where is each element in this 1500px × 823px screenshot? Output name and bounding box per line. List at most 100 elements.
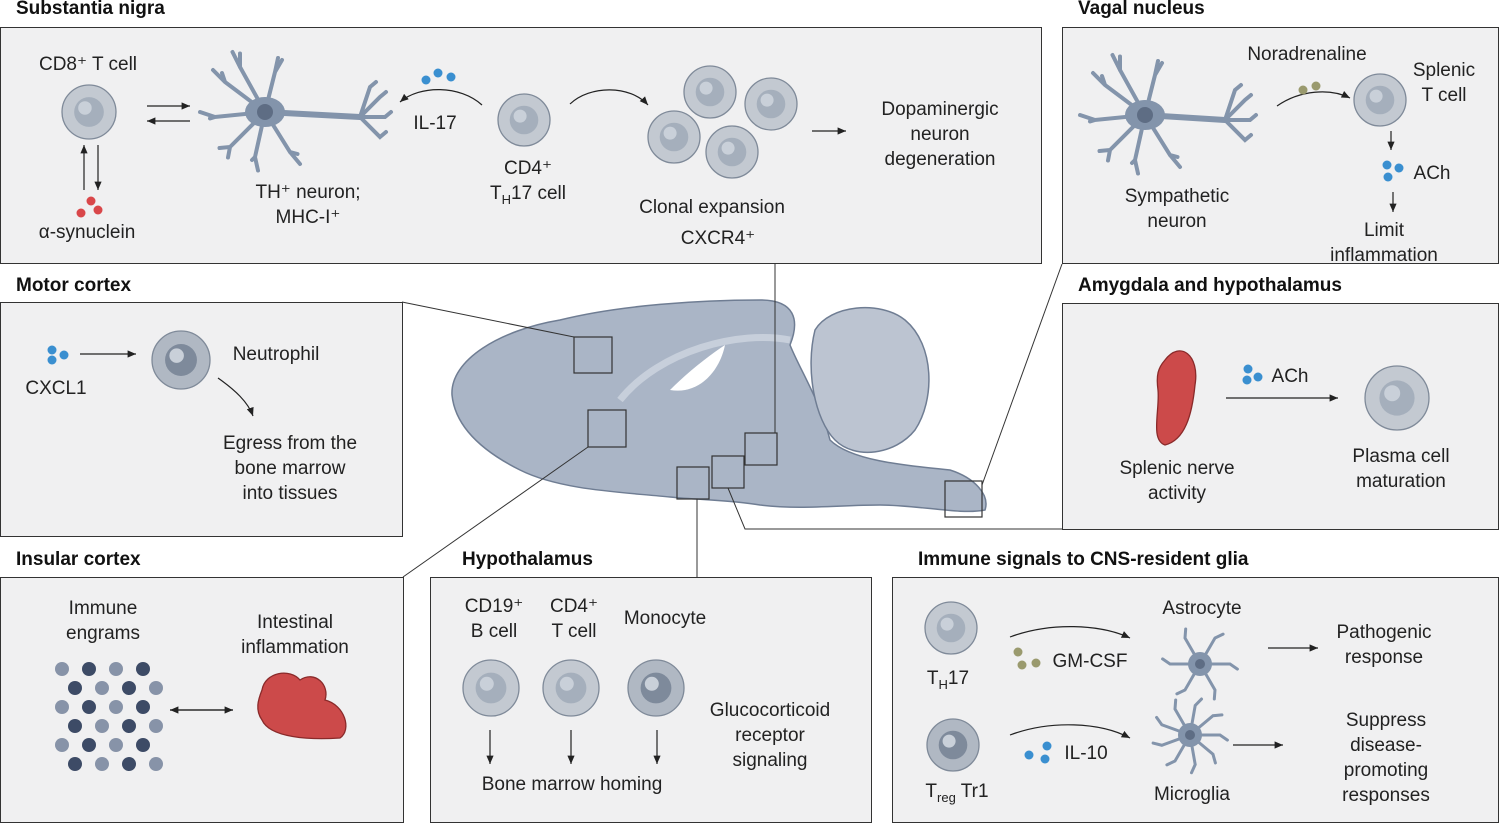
ventricle — [670, 345, 725, 391]
ach-molecule — [1253, 372, 1263, 382]
region-box-sn — [744, 432, 778, 466]
clonal-cell-highlight — [760, 93, 774, 107]
ach-molecule — [1383, 172, 1393, 182]
label-alpha-synuclein: α-synuclein — [38, 222, 136, 243]
engram-neuron-dot — [136, 700, 150, 714]
arrows — [80, 89, 1397, 764]
label-cxcl1: CXCL1 — [25, 378, 87, 399]
label-immune-engrams: Immune engrams — [66, 598, 140, 644]
il17-molecule — [446, 72, 456, 82]
treg-cell-highlight — [942, 734, 956, 748]
noradrenaline-molecule — [1298, 85, 1308, 95]
engram-neuron-dot — [82, 700, 96, 714]
ach-molecule — [1243, 364, 1253, 374]
cxcl1-molecule — [47, 355, 57, 365]
engram-neuron-dot — [136, 738, 150, 752]
t-cell-highlight — [559, 676, 574, 691]
alpha-synuclein-molecule — [76, 208, 86, 218]
label-neutrophil: Neutrophil — [232, 344, 320, 365]
label-monocyte: Monocyte — [623, 608, 707, 629]
panel-glia — [892, 577, 1499, 823]
axon-terminal — [358, 90, 388, 119]
engram-neuron-dot — [95, 681, 109, 695]
axon-terminal — [358, 80, 378, 119]
monocyte-highlight — [644, 676, 659, 691]
label-cd4: CD4⁺ — [503, 158, 553, 179]
label-cd4-t-cell: CD4⁺ T cell — [549, 596, 599, 642]
engram-neuron-dot — [95, 757, 109, 771]
th-neuron-icon — [198, 50, 393, 173]
label-pathogenic-response: Pathogenic response — [1336, 622, 1432, 668]
label-intestinal-inflammation: Intestinal inflammation — [241, 612, 349, 658]
label-th-neuron: TH⁺ neuron; MHC-I⁺ — [255, 182, 361, 228]
label-ach: ACh — [1413, 163, 1451, 184]
engram-neuron-dot — [109, 700, 123, 714]
axon-terminal — [358, 110, 393, 119]
th17-cell — [924, 601, 978, 655]
dendrite — [230, 50, 267, 114]
ach-molecule — [1242, 375, 1252, 385]
ach-molecule — [1382, 160, 1392, 170]
t-cell — [542, 659, 600, 717]
glia-nucleus — [1195, 659, 1205, 669]
engram-neuron-dot — [68, 681, 82, 695]
axon-terminal — [1223, 113, 1258, 122]
il10-molecule — [1024, 750, 1034, 760]
sympathetic-neuron-icon — [1078, 53, 1258, 176]
splenic-t-cell-highlight — [1369, 89, 1383, 103]
title-hypothalamus: Hypothalamus — [462, 549, 593, 570]
astrocyte-icon — [1161, 627, 1239, 701]
region-box-hypothalamus — [676, 466, 710, 500]
engram-neuron-dot — [82, 738, 96, 752]
label-limit-inflammation: Limit inflammation — [1330, 220, 1438, 266]
engram-neuron-dot — [122, 681, 136, 695]
label-sympathetic-neuron: Sympathetic neuron — [1124, 186, 1230, 232]
plasma-cell-highlight — [1384, 385, 1401, 402]
noradrenaline-molecule — [1311, 81, 1321, 91]
axon-terminal — [1223, 93, 1253, 122]
title-motor-cortex: Motor cortex — [16, 275, 132, 296]
engram-neuron-dot — [149, 681, 163, 695]
label-th17: TH17 — [926, 668, 970, 692]
alpha-synuclein-molecule — [86, 196, 96, 206]
neuron-nucleus — [257, 104, 273, 120]
label-il17: IL-17 — [413, 113, 457, 134]
microglia-icon — [1151, 697, 1229, 775]
clonal-cell-highlight — [699, 81, 713, 95]
engram-neuron-dot — [55, 738, 69, 752]
corpus-callosum — [617, 334, 791, 403]
glia-nucleus — [1185, 730, 1195, 740]
title-glia: Immune signals to CNS-resident glia — [918, 549, 1249, 570]
spleen-icon — [1155, 350, 1197, 446]
cd8-t-cell-highlight — [78, 101, 92, 115]
label-dopaminergic-degeneration: Dopaminergic neuron degeneration — [881, 99, 999, 170]
panel-vagal-nucleus — [1062, 27, 1499, 264]
engram-neuron-dot — [95, 719, 109, 733]
label-il10: IL-10 — [1064, 743, 1108, 764]
splenic-t-cell — [1353, 73, 1407, 127]
cerebrum — [451, 299, 987, 513]
plasma-cell — [1364, 365, 1430, 431]
clonal-cell-highlight — [663, 126, 677, 140]
axon-terminal — [358, 115, 388, 140]
neutrophil-highlight — [169, 348, 184, 363]
monocyte — [627, 659, 685, 717]
connector-lines — [401, 263, 1063, 578]
il17-molecule — [421, 75, 431, 85]
b-cell-highlight — [479, 676, 494, 691]
title-substantia-nigra: Substantia nigra — [16, 0, 165, 19]
label-microglia: Microglia — [1153, 784, 1231, 805]
cerebellum — [810, 307, 930, 453]
region-box-vagal — [944, 480, 983, 518]
label-astrocyte: Astrocyte — [1162, 598, 1242, 619]
panel-amygdala — [1062, 303, 1499, 530]
b-cell — [462, 659, 520, 717]
label-glucocorticoid: Glucocorticoid receptor signaling — [709, 700, 831, 771]
brain-illustration — [401, 263, 1063, 578]
engram-neuron-dot — [122, 719, 136, 733]
engram-neuron-dot — [82, 662, 96, 676]
treg-cell — [926, 718, 980, 772]
alpha-synuclein-molecule — [93, 205, 103, 215]
